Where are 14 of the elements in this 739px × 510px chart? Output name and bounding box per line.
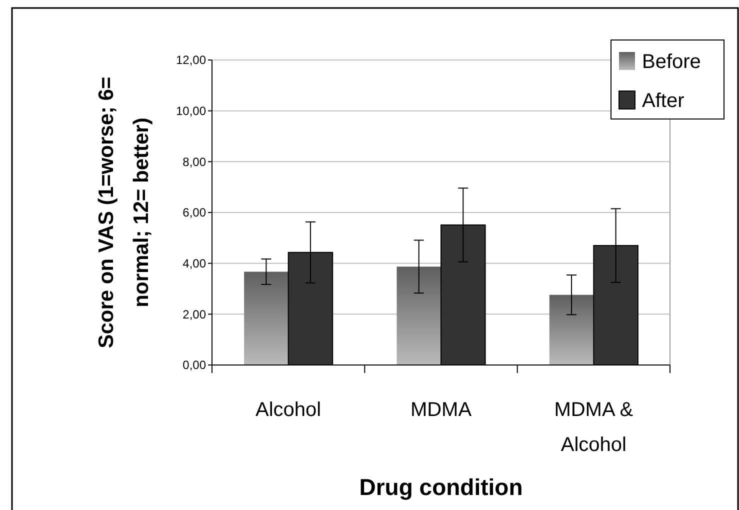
y-tick-label: 0,00 xyxy=(182,358,206,372)
y-tick-label: 6,00 xyxy=(182,206,206,220)
y-axis-title: Score on VAS (1=worse; 6= normal; 12= better) xyxy=(95,76,153,348)
y-tick-label: 12,00 xyxy=(176,53,206,68)
legend-label: After xyxy=(642,90,685,112)
y-tick-label: 4,00 xyxy=(182,256,206,271)
y-tick-label: 8,00 xyxy=(182,154,206,169)
x-tick-label: MDMA xyxy=(410,399,472,421)
x-axis-title: Drug condition xyxy=(359,474,523,500)
y-tick-label: 2,00 xyxy=(182,307,206,322)
x-tick-label: MDMA & Alcohol xyxy=(554,399,634,456)
y-tick-label: 10,00 xyxy=(176,104,206,118)
x-tick-label: Alcohol xyxy=(256,399,322,421)
legend-label: Before xyxy=(642,51,701,73)
